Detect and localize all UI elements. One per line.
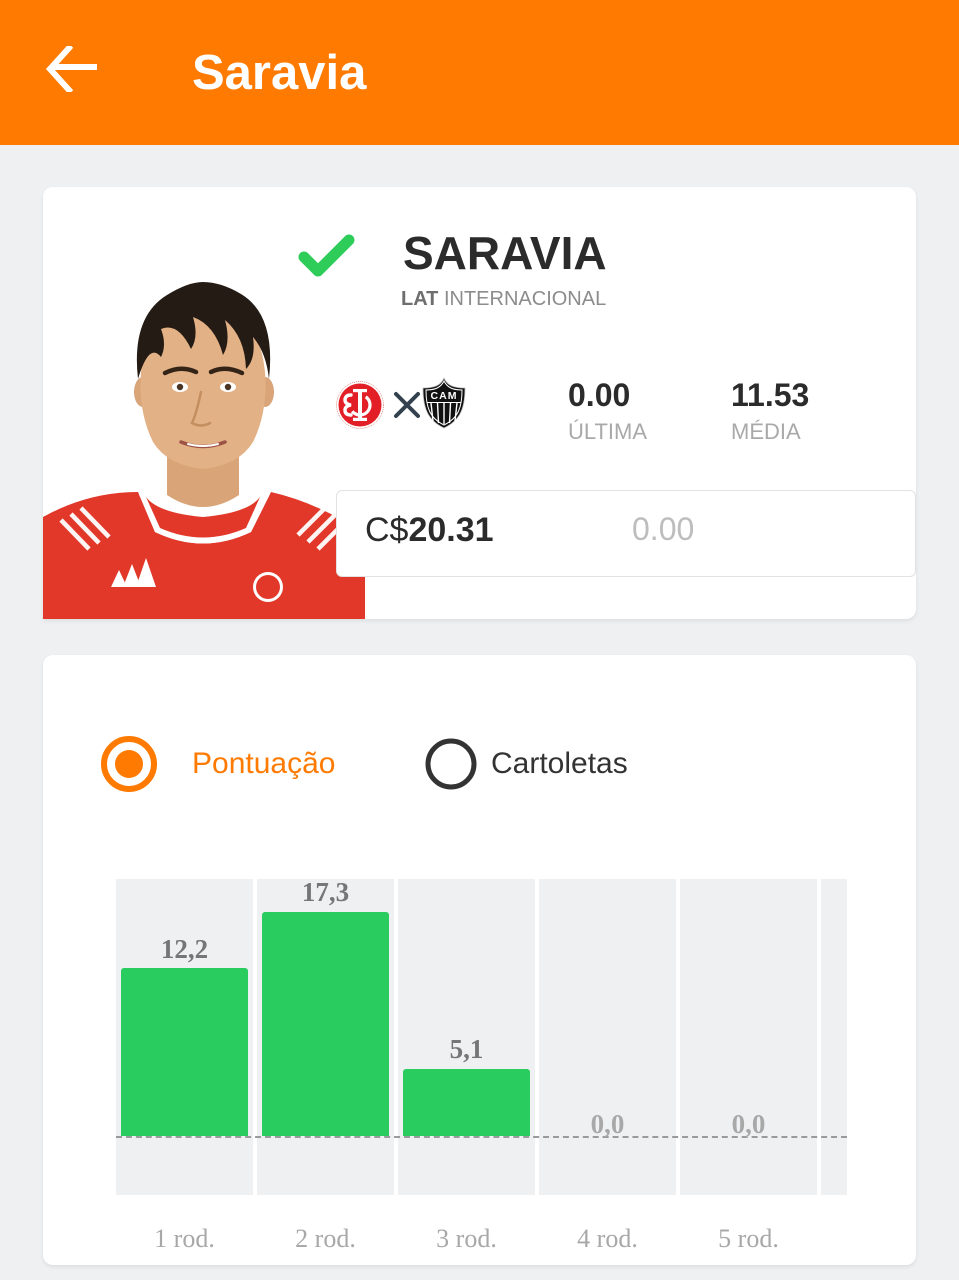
svg-text:CAM: CAM xyxy=(431,390,458,402)
